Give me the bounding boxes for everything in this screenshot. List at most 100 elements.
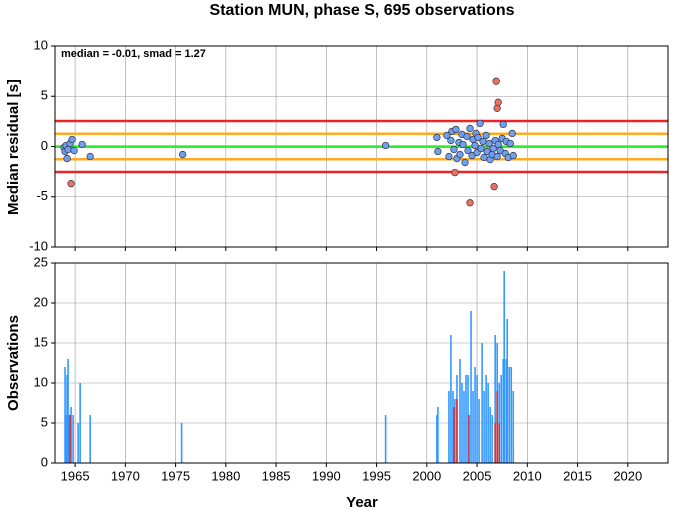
bar — [64, 367, 66, 463]
point — [494, 98, 502, 106]
point — [489, 144, 497, 153]
bar — [494, 423, 496, 463]
bar — [461, 383, 463, 463]
point — [493, 152, 501, 161]
bar — [65, 415, 67, 463]
bar — [66, 375, 68, 463]
x-tick-label: 2015 — [563, 468, 592, 483]
y-tick-label: 10 — [34, 37, 48, 52]
plot-frame — [54, 262, 669, 464]
x-axis-label: Year — [346, 494, 378, 511]
bar — [474, 367, 476, 463]
y-tick-label: -10 — [29, 238, 48, 253]
bar — [459, 359, 461, 463]
bar — [67, 359, 69, 463]
point — [64, 145, 72, 154]
bar — [485, 375, 487, 463]
bar — [436, 415, 438, 463]
point — [447, 136, 455, 145]
point — [477, 144, 485, 153]
plot-area — [55, 263, 668, 463]
y-tick-label: -5 — [36, 188, 48, 203]
point — [452, 125, 460, 134]
point — [78, 140, 86, 149]
point — [508, 129, 516, 138]
bar — [180, 423, 183, 463]
bar — [498, 423, 500, 463]
x-tick-label: 2000 — [412, 468, 441, 483]
point — [451, 168, 459, 177]
chart-title: Station MUN, phase S, 695 observations — [210, 2, 515, 19]
point — [466, 124, 474, 133]
bar — [494, 335, 496, 463]
bar — [472, 391, 474, 463]
bar — [70, 407, 72, 463]
bar — [503, 271, 505, 463]
point — [381, 141, 390, 150]
bar — [512, 391, 515, 463]
point — [479, 137, 487, 146]
point — [492, 77, 500, 85]
point — [445, 152, 453, 161]
point — [63, 154, 71, 163]
point — [67, 180, 75, 188]
bar — [510, 367, 513, 463]
point — [434, 147, 442, 156]
point — [482, 131, 490, 140]
x-tick-label: 2005 — [463, 468, 492, 483]
bar — [89, 415, 91, 463]
bar — [448, 391, 450, 463]
x-tick-label: 1980 — [211, 468, 240, 483]
bar — [496, 391, 498, 463]
bar — [456, 399, 458, 463]
bar — [506, 319, 509, 463]
point — [476, 119, 484, 128]
x-tick-label: 1995 — [362, 468, 391, 483]
bar — [384, 415, 387, 463]
bar — [453, 407, 455, 463]
y-tick-label: 5 — [41, 414, 48, 429]
x-tick-label: 1970 — [111, 468, 140, 483]
bar — [72, 415, 74, 463]
bar — [491, 415, 493, 463]
bar — [478, 399, 480, 463]
point — [68, 135, 76, 144]
point — [456, 150, 464, 159]
bar — [69, 415, 71, 463]
point — [480, 153, 488, 162]
point — [485, 139, 493, 148]
y-tick-label: 0 — [41, 454, 48, 469]
bar — [489, 407, 491, 463]
point — [463, 132, 471, 141]
point — [464, 146, 472, 155]
point — [499, 120, 507, 129]
bar — [452, 391, 454, 463]
x-tick-label: 1965 — [61, 468, 90, 483]
plot-frame — [54, 45, 669, 248]
y-tick-label: 5 — [41, 88, 48, 103]
point — [471, 141, 479, 150]
bar — [79, 383, 81, 463]
x-tick-label: 1975 — [161, 468, 190, 483]
bar — [68, 415, 70, 463]
bar — [454, 399, 456, 463]
bar — [463, 391, 465, 463]
point — [494, 140, 502, 149]
point — [443, 131, 451, 140]
point — [459, 140, 467, 149]
bar — [500, 375, 502, 463]
point — [493, 104, 501, 112]
bar — [508, 367, 511, 463]
bar — [470, 311, 472, 463]
bar — [465, 375, 467, 463]
point — [433, 133, 441, 142]
point — [490, 183, 498, 191]
bar — [481, 343, 483, 463]
point — [461, 158, 469, 167]
bar — [468, 415, 470, 463]
bar — [487, 383, 489, 463]
bar — [483, 391, 485, 463]
point — [466, 199, 474, 207]
bar — [502, 359, 504, 463]
